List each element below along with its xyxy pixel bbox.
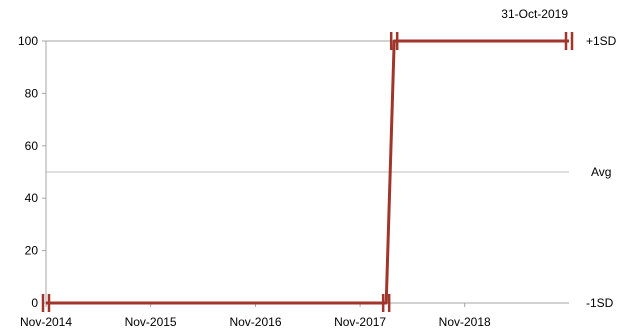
reference-lines bbox=[46, 40, 569, 304]
x-tick-label-4: Nov-2018 bbox=[439, 315, 491, 329]
x-tick-label-0: Nov-2014 bbox=[20, 315, 72, 329]
y-tick-label-0: 0 bbox=[31, 296, 38, 310]
series-line-0 bbox=[46, 39, 569, 305]
break-marker-0 bbox=[41, 294, 51, 312]
y-tick-label-1: 20 bbox=[25, 244, 39, 258]
y-tick-label-5: 100 bbox=[18, 34, 38, 48]
x-tick-label-1: Nov-2015 bbox=[125, 315, 177, 329]
y-tick-label-4: 80 bbox=[25, 86, 39, 100]
reference-label-0: +1SD bbox=[586, 34, 617, 48]
series-layer bbox=[45, 39, 570, 305]
reference-line-labels: +1SD Avg -1SD bbox=[586, 34, 617, 310]
break-marker-3 bbox=[564, 32, 574, 50]
break-marker-1 bbox=[381, 294, 391, 312]
break-markers bbox=[41, 32, 574, 312]
x-tick-labels: Nov-2014 Nov-2015 Nov-2016 Nov-2017 Nov-2018 bbox=[20, 315, 491, 329]
date-label: 31-Oct-2019 bbox=[501, 7, 568, 21]
y-tick-labels: 0 20 40 60 80 100 bbox=[18, 34, 38, 310]
x-tick-label-3: Nov-2017 bbox=[334, 315, 386, 329]
reference-label-1: Avg bbox=[591, 165, 611, 179]
y-tick-label-3: 60 bbox=[25, 139, 39, 153]
axes bbox=[42, 40, 569, 307]
break-marker-2 bbox=[389, 32, 399, 50]
y-tick-label-2: 40 bbox=[25, 191, 39, 205]
x-tick-label-2: Nov-2016 bbox=[229, 315, 281, 329]
reference-label-2: -1SD bbox=[586, 296, 614, 310]
